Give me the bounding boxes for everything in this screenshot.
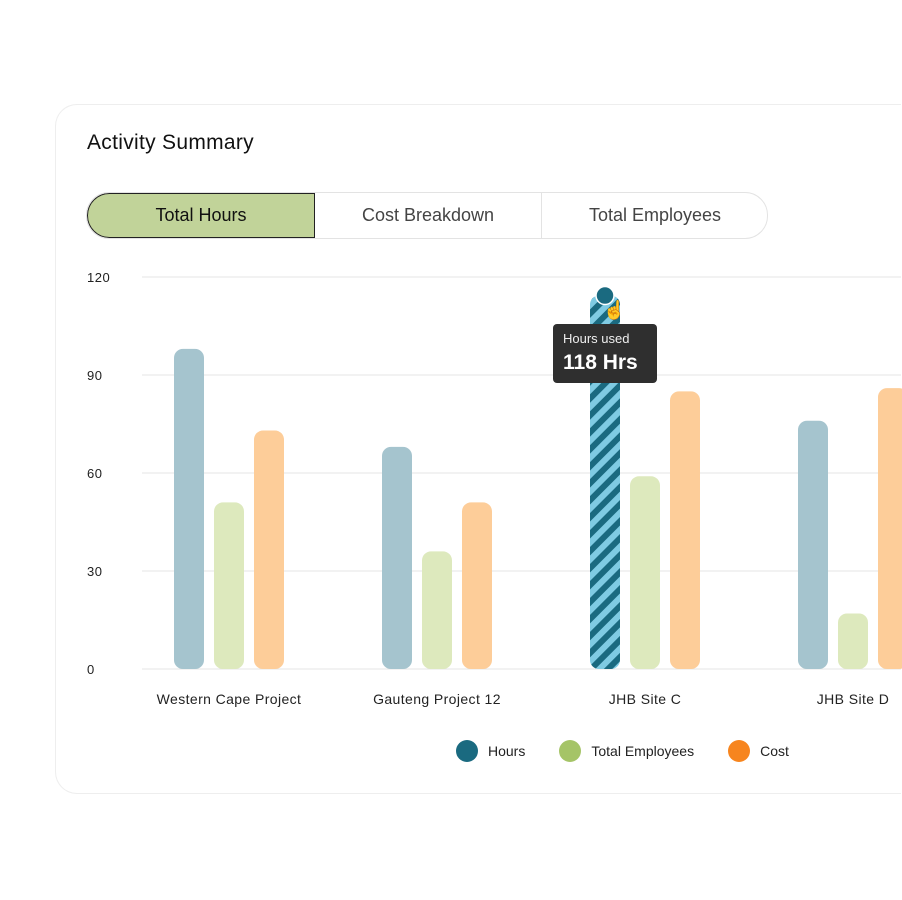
bar-total-employees xyxy=(838,613,868,669)
bar-total-employees xyxy=(630,476,660,669)
legend-label: Hours xyxy=(488,743,526,759)
legend: Hours Total Employees Cost xyxy=(456,740,789,762)
tab-cost-breakdown[interactable]: Cost Breakdown xyxy=(315,193,542,238)
legend-item-cost[interactable]: Cost xyxy=(728,740,789,762)
tab-total-hours[interactable]: Total Hours xyxy=(87,193,315,238)
tooltip-label: Hours used xyxy=(563,331,630,346)
x-tick-label: JHB Site C xyxy=(609,691,681,707)
card-title: Activity Summary xyxy=(87,131,254,154)
tab-bar: Total Hours Cost Breakdown Total Employe… xyxy=(86,192,768,239)
y-tick-label: 90 xyxy=(87,368,102,383)
pointer-cursor-icon: ☝ xyxy=(603,299,625,321)
bar-cost xyxy=(878,388,902,669)
legend-dot xyxy=(456,740,478,762)
legend-label: Cost xyxy=(760,743,789,759)
y-tick-label: 30 xyxy=(87,564,102,579)
bar-cost xyxy=(670,391,700,669)
bar-hours xyxy=(174,348,204,669)
legend-item-hours[interactable]: Hours xyxy=(456,740,525,762)
y-tick-label: 120 xyxy=(87,270,110,285)
tab-total-employees[interactable]: Total Employees xyxy=(588,205,722,225)
y-tick-label: 60 xyxy=(87,466,102,481)
bar-cost xyxy=(462,502,492,669)
legend-dot xyxy=(559,740,582,762)
x-tick-label: Western Cape Project xyxy=(157,691,302,707)
bar-hours xyxy=(798,420,828,669)
tooltip: Hours used 118 Hrs xyxy=(553,324,657,383)
legend-item-employees[interactable]: Total Employees xyxy=(559,740,694,762)
bar-hours xyxy=(382,446,412,669)
tooltip-value: 118 Hrs xyxy=(563,351,638,374)
bar-total-employees xyxy=(214,502,244,669)
x-tick-label: JHB Site D xyxy=(817,691,889,707)
y-tick-label: 0 xyxy=(87,662,95,677)
legend-dot xyxy=(728,740,751,762)
bar-cost xyxy=(254,430,284,669)
hover-point xyxy=(595,285,615,306)
legend-label: Total Employees xyxy=(591,743,695,759)
x-tick-label: Gauteng Project 12 xyxy=(373,691,501,707)
bar-hours xyxy=(590,295,620,669)
bar-total-employees xyxy=(422,551,452,669)
